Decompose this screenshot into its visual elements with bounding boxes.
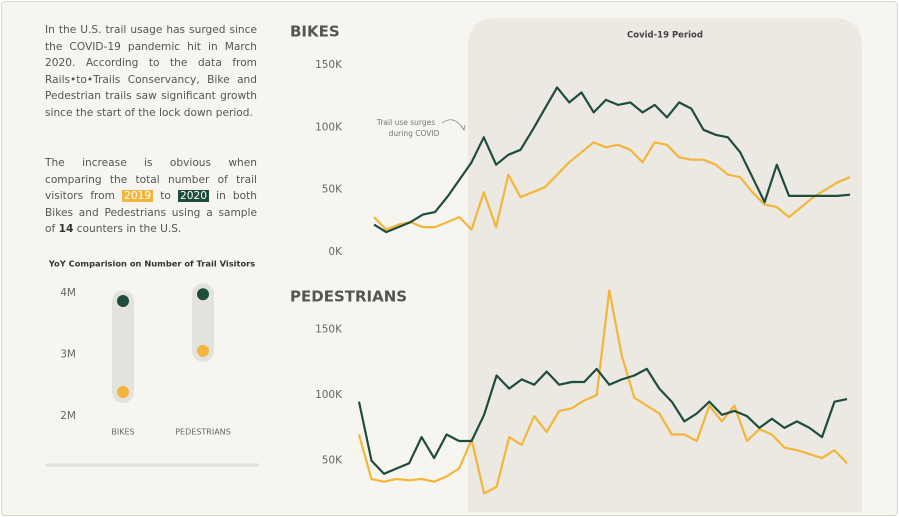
text: to [153, 190, 179, 202]
paragraph: In the U.S. trail usage has surged since… [45, 24, 257, 119]
covid-period [468, 18, 862, 512]
paragraph: The increase is obvious when comparing t… [45, 155, 257, 238]
y-tick-label: 150K [315, 324, 343, 336]
line-2020 [373, 86, 851, 234]
y-tick-label: 100K [315, 389, 343, 401]
chart-title: YoY Comparision on Number of Trail Visit… [48, 259, 255, 269]
y-tick-label: 0K [328, 246, 343, 258]
count: 14 [58, 223, 74, 235]
y-tick-label: 3M [60, 349, 76, 361]
dot-2019 [117, 386, 129, 399]
line-2020 [357, 367, 848, 475]
text: counters in the U.S. [73, 223, 182, 235]
line-2019 [373, 141, 851, 231]
chart-title: BIKES [290, 23, 340, 41]
legend-2020: 2020 [178, 190, 209, 202]
chart-title: PEDESTRIANS [290, 288, 407, 306]
range-pill [192, 283, 214, 362]
y-tick-label: 50K [322, 455, 343, 467]
annotation: Trail use surges during COVID [376, 118, 440, 138]
text: The increase is obvious when comparing t… [45, 157, 257, 202]
y-tick-label: 2M [60, 410, 76, 422]
y-tick-label: 150K [315, 59, 343, 71]
dot-2019 [197, 344, 209, 357]
y-tick-label: 50K [322, 184, 343, 196]
legend-2019: 2019 [122, 190, 154, 202]
text: in both Bikes and Pedestrians using a sa… [45, 190, 257, 235]
y-tick-label: 4M [60, 287, 76, 299]
y-tick-label: 100K [315, 121, 343, 133]
line-2019 [357, 289, 848, 495]
x-tick-label: PEDESTRIANS [175, 428, 231, 437]
annotation-arrowhead [460, 124, 466, 131]
dot-2020 [117, 294, 129, 307]
x-tick-label: BIKES [111, 428, 134, 437]
period-label: Covid-19 Period [627, 31, 703, 41]
annotation-arrow [441, 119, 465, 131]
dot-2020 [197, 288, 209, 301]
range-pill [112, 289, 134, 404]
